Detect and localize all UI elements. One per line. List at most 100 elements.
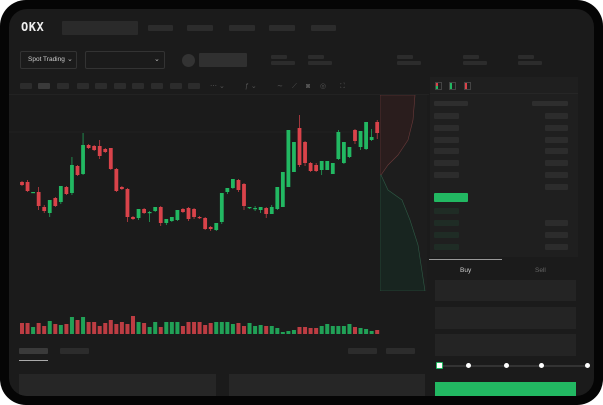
buy-button[interactable]: [435, 382, 576, 396]
ask-price: [434, 148, 459, 154]
ask-amount: [545, 113, 568, 119]
candle: [153, 207, 158, 212]
line-draw-icon[interactable]: ∼: [277, 83, 283, 90]
candle: [336, 130, 341, 160]
candle: [364, 122, 368, 150]
bottom-tab-2[interactable]: [60, 348, 89, 354]
ask-price: [434, 137, 459, 143]
timeframe-button[interactable]: [20, 83, 32, 89]
slider-stop[interactable]: [465, 363, 471, 368]
fullscreen-icon[interactable]: ⛶: [340, 83, 345, 90]
bid-amount: [545, 220, 568, 226]
candle: [114, 168, 119, 192]
candle: [214, 223, 219, 231]
nav-item-2[interactable]: [187, 25, 213, 31]
timeframe-button[interactable]: [38, 83, 50, 89]
volume-bar: [58, 325, 63, 334]
candle: [247, 207, 252, 209]
ask-price: [434, 160, 459, 166]
ask-amount: [545, 184, 568, 190]
timeframe-button[interactable]: [151, 83, 163, 89]
price-input[interactable]: [435, 280, 576, 301]
slider-stop[interactable]: [503, 363, 509, 368]
market-selector-button[interactable]: Spot Trading ⌄: [20, 51, 77, 69]
nav-item-3[interactable]: [229, 25, 255, 31]
volume-bar: [131, 316, 135, 334]
slider-handle[interactable]: [436, 362, 443, 369]
candle: [358, 131, 363, 150]
pair-dropdown[interactable]: ⌄: [85, 51, 165, 69]
stat-label-4: [463, 55, 479, 59]
timeframe-button[interactable]: [57, 83, 69, 89]
candle-body: [269, 207, 274, 214]
volume-bar: [219, 322, 224, 334]
volume-bar: [319, 326, 324, 334]
nav-item-4[interactable]: [269, 25, 295, 31]
nav-item-5[interactable]: [311, 25, 336, 31]
volume-bar: [303, 327, 308, 334]
stat-label-1: [271, 55, 287, 59]
volume-bar: [269, 326, 274, 334]
volume-bar: [42, 326, 47, 334]
timeframe-button[interactable]: [77, 83, 89, 89]
candle: [325, 161, 330, 170]
candle-body: [314, 165, 319, 171]
camera-icon[interactable]: ◙: [306, 83, 311, 90]
candle-body: [319, 161, 324, 170]
candle-body: [192, 209, 196, 217]
candle: [353, 129, 357, 144]
book-both-icon[interactable]: [435, 82, 442, 90]
timeframe-button[interactable]: [132, 83, 144, 89]
candle: [375, 120, 380, 139]
last-price: [434, 193, 468, 202]
candle: [292, 142, 296, 172]
bottom-tab-1[interactable]: [19, 348, 48, 354]
timeframe-button[interactable]: [188, 83, 200, 89]
candle-body: [208, 227, 213, 229]
volume-bar: [20, 323, 24, 334]
candlestick-chart[interactable]: [9, 95, 381, 335]
volume-bar: [197, 322, 202, 334]
nav-item-1[interactable]: [148, 25, 173, 31]
candle: [347, 147, 352, 158]
candle: [75, 165, 80, 176]
candle-body: [297, 128, 302, 165]
candle: [219, 193, 224, 224]
search-box[interactable]: [62, 21, 138, 35]
candle: [297, 115, 302, 167]
book-bids-icon[interactable]: [449, 82, 456, 90]
book-asks-icon[interactable]: [464, 82, 471, 90]
candle-body: [330, 163, 335, 174]
slider-stop[interactable]: [538, 363, 544, 368]
ask-amount: [545, 172, 568, 178]
candle-body: [64, 187, 69, 194]
ask-amount: [545, 160, 568, 166]
candle: [108, 148, 113, 170]
total-input[interactable]: [435, 334, 576, 356]
volume-bar: [214, 322, 219, 334]
ask-price: [434, 172, 459, 178]
okx-logo[interactable]: OKX: [20, 21, 58, 34]
volume-bar: [86, 322, 91, 334]
candle-type-icon[interactable]: ⋯ ⌄: [210, 83, 225, 90]
timeframe-button[interactable]: [170, 83, 182, 89]
candle: [264, 207, 269, 218]
candle-body: [103, 149, 108, 152]
candle-body: [125, 189, 130, 217]
indicator-icon[interactable]: ƒ ⌄: [245, 83, 257, 90]
amount-slider[interactable]: [437, 365, 589, 367]
candle: [231, 179, 235, 189]
tab-sell[interactable]: Sell: [535, 267, 546, 274]
amount-input[interactable]: [435, 307, 576, 329]
stat-value-3: [397, 61, 421, 65]
slider-stop[interactable]: [584, 363, 590, 368]
ruler-icon[interactable]: ⟋: [292, 83, 297, 90]
tab-buy[interactable]: Buy: [460, 267, 472, 274]
bottom-filter-1[interactable]: [348, 348, 377, 354]
bottom-filter-2[interactable]: [386, 348, 415, 354]
volume-bar: [92, 322, 97, 334]
timeframe-button[interactable]: [114, 83, 126, 89]
candle-body: [92, 146, 97, 150]
settings-icon[interactable]: ◎: [320, 83, 327, 90]
timeframe-button[interactable]: [95, 83, 107, 89]
